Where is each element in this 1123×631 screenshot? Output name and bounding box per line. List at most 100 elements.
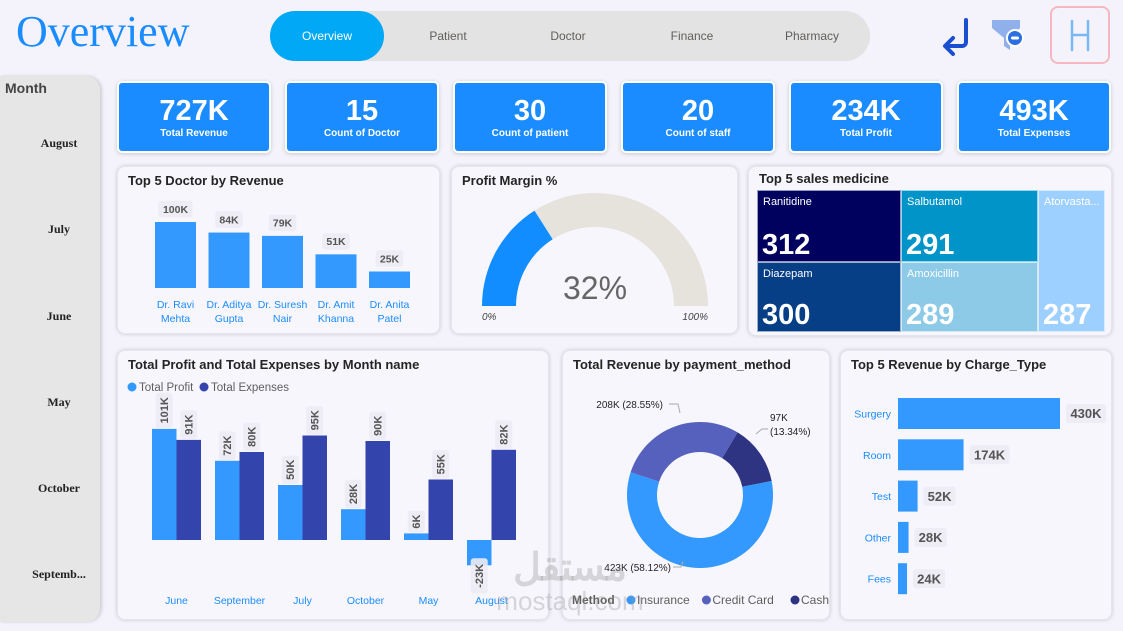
- medicine-sales-panel: Top 5 sales medicine Ranitidine 312 Diazep…: [748, 166, 1112, 336]
- data-label-bg: [914, 527, 947, 547]
- data-label-text: 50K: [285, 460, 297, 480]
- y-axis-label: Other: [865, 532, 892, 544]
- data-label-bg: [912, 569, 946, 589]
- data-label: 28K: [914, 527, 947, 547]
- tab-finance[interactable]: Finance: [670, 29, 714, 43]
- y-axis-label: Fees: [868, 574, 891, 586]
- data-label: 82K: [495, 420, 513, 449]
- treemap-cell[interactable]: Salbutamol 291: [901, 190, 1038, 262]
- slicer-item-october[interactable]: October: [38, 481, 80, 495]
- kpi-value: 30: [513, 95, 547, 127]
- clear-filters-button[interactable]: [990, 16, 1026, 54]
- treemap-cell[interactable]: Ranitidine 312: [757, 190, 901, 262]
- panel-title: Profit Margin %: [462, 173, 558, 188]
- tab-pharmacy[interactable]: Pharmacy: [784, 29, 840, 43]
- slicer-item-september[interactable]: Septemb...: [32, 567, 86, 581]
- data-label: 24K: [912, 569, 946, 589]
- data-label: 55K: [432, 450, 450, 479]
- donut-slice-credit-card: [630, 422, 738, 482]
- data-label-bg: [215, 211, 243, 228]
- x-axis-label: May: [419, 595, 440, 607]
- data-label: 51K: [322, 233, 350, 250]
- leader-line: [669, 403, 681, 414]
- bar-test: [898, 480, 918, 512]
- data-label: 28K: [344, 479, 362, 509]
- bar-0: [155, 222, 196, 288]
- profit-margin-gauge: 32% 0% 100%: [482, 193, 708, 323]
- expenses-bar: [239, 452, 264, 540]
- kpi-value: 15: [345, 95, 379, 127]
- gauge-value: 32%: [563, 270, 627, 306]
- treemap-cell[interactable]: Atorvasta... 287: [1038, 190, 1105, 332]
- kpi-label: Count of staff: [665, 128, 731, 139]
- legend-marker-expenses: [199, 382, 209, 392]
- y-axis-label: Test: [872, 491, 891, 503]
- x-axis-label: Dr. Amit: [318, 299, 355, 311]
- data-label: 430K: [1065, 404, 1107, 423]
- data-label-cash-value: 97K: [770, 413, 788, 424]
- slicer-item-june[interactable]: June: [46, 309, 72, 323]
- kpi-value: 234K: [831, 95, 901, 127]
- back-button[interactable]: [938, 16, 972, 56]
- tab-doctor[interactable]: Doctor: [550, 29, 586, 43]
- data-label-text: 25K: [380, 253, 400, 265]
- data-label-bg: [495, 420, 513, 449]
- bar-room: [898, 439, 964, 471]
- slicer-item-may[interactable]: May: [47, 395, 71, 409]
- kpi-total-revenue: 727K Total Revenue: [117, 81, 271, 153]
- x-axis-label: Nair: [273, 313, 293, 325]
- data-label-text: 174K: [974, 447, 1006, 462]
- legend-label: Insurance: [637, 593, 690, 607]
- kpi-count-patient: 30 Count of patient: [453, 81, 607, 153]
- data-label-cash-pct: (13.34%): [770, 427, 811, 438]
- expenses-bar: [302, 435, 327, 540]
- expenses-bar: [176, 439, 201, 540]
- gauge-fill: [482, 210, 553, 306]
- data-label-bg: [322, 233, 350, 250]
- expenses-bar: [428, 479, 453, 540]
- data-label-text: 28K: [348, 484, 360, 504]
- data-label-text: 52K: [928, 489, 952, 504]
- bar-1: [208, 232, 250, 288]
- treemap-cell-name: Salbutamol: [907, 196, 963, 208]
- data-label: 50K: [281, 455, 299, 485]
- kpi-total-expenses: 493K Total Expenses: [957, 81, 1111, 153]
- data-label: 90K: [369, 411, 387, 441]
- profit-bar: [278, 485, 303, 540]
- treemap-cell-name: Atorvasta...: [1044, 196, 1100, 208]
- donut-slice-insurance: [627, 472, 773, 568]
- profit-bar: [152, 428, 177, 540]
- x-axis-label: Patel: [378, 313, 402, 325]
- data-label-credit-card: 208K (28.55%): [596, 400, 663, 411]
- treemap-cell-value: 287: [1043, 299, 1092, 331]
- slicer-item-july[interactable]: July: [47, 222, 70, 236]
- data-label-bg: [243, 422, 261, 452]
- tab-patient[interactable]: Patient: [429, 29, 467, 43]
- treemap-cell[interactable]: Amoxicillin 289: [901, 262, 1038, 332]
- panel-title: Top 5 sales medicine: [759, 171, 889, 186]
- slicer-item-august[interactable]: August: [40, 136, 78, 150]
- x-axis-label: June: [165, 595, 188, 607]
- data-label: 52K: [923, 486, 956, 506]
- data-label: 91K: [180, 410, 198, 439]
- data-label-insurance: 423K (58.12%): [604, 563, 671, 574]
- bar-2: [262, 235, 303, 288]
- kpi-value: 20: [681, 95, 715, 127]
- data-label: 100K: [158, 200, 193, 218]
- legend-label-profit: Total Profit: [139, 382, 194, 394]
- data-label-text: 101K: [159, 397, 171, 423]
- bar-4: [369, 271, 410, 288]
- data-label-bg: [281, 455, 299, 485]
- gauge-min-label: 0%: [482, 312, 497, 323]
- treemap-cell[interactable]: Diazepam 300: [757, 262, 901, 332]
- tab-overview[interactable]: Overview: [270, 11, 384, 61]
- data-label: 95K: [306, 406, 324, 435]
- data-label-bg: [923, 486, 956, 506]
- charge-type-panel: Top 5 Revenue by Charge_Type Surgery 430K…: [840, 350, 1112, 620]
- data-label-bg: [306, 406, 324, 435]
- legend-marker: [790, 595, 800, 605]
- panel-title: Top 5 Doctor by Revenue: [128, 173, 284, 188]
- profit-margin-panel: Profit Margin % 32% 0% 100%: [451, 166, 738, 334]
- x-axis-label: Khanna: [318, 313, 354, 325]
- treemap-cell-value: 312: [762, 229, 811, 261]
